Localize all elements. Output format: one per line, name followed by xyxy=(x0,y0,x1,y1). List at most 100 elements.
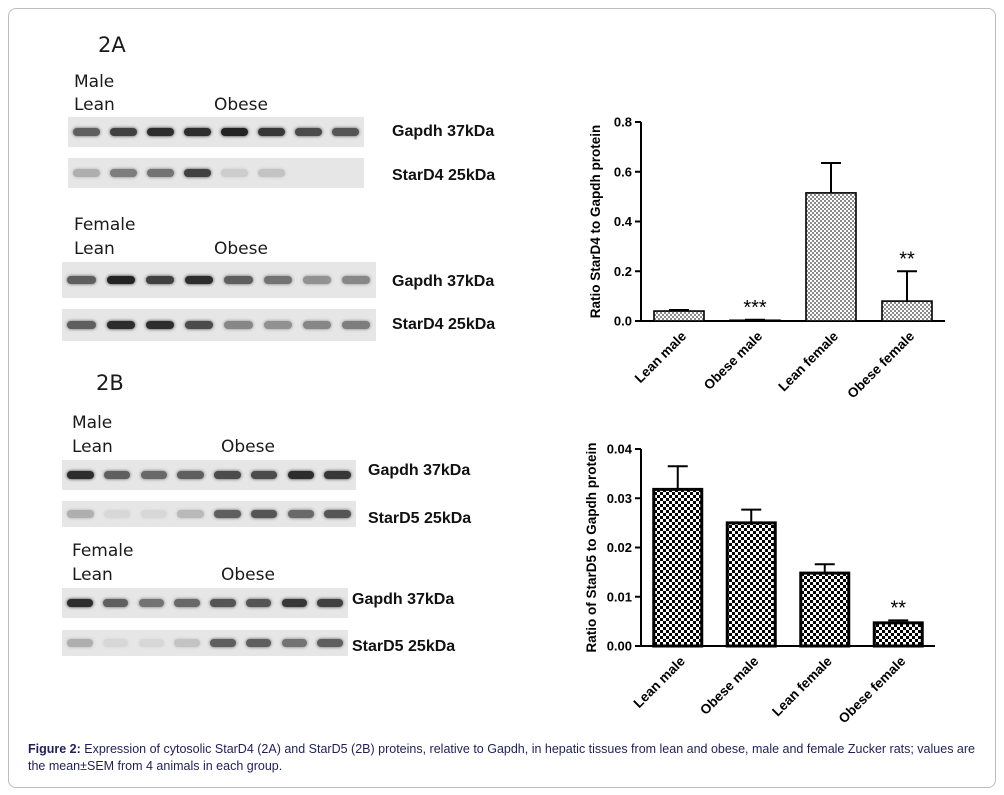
panel-label-2a: 2A xyxy=(98,33,126,57)
stard5-y-tick-label: 0.04 xyxy=(607,442,633,457)
blot-gapdh-female-2b xyxy=(62,588,348,618)
blot-band xyxy=(73,128,100,136)
blot-band xyxy=(102,639,129,647)
blot-band xyxy=(342,321,371,329)
blot-gapdh-female-2a xyxy=(62,262,376,298)
blot-band xyxy=(67,321,96,329)
stard5-bar xyxy=(872,621,924,648)
band-label-stard5-female-2b: StarD5 25kDa xyxy=(352,638,456,655)
blot-band xyxy=(145,276,175,284)
band-label-stard4-female-2a: StarD4 25kDa xyxy=(392,316,496,333)
stard5-y-axis-label: Ratio of StarD5 to Gapdh protein xyxy=(584,442,599,652)
stard5-category-label: Obese male xyxy=(697,653,762,718)
stard4-chart-group: 0.0 0.2 0.4 0.6 0.8 Ratio StarD4 to Gapdh pro… xyxy=(588,115,945,401)
blot-band xyxy=(110,128,137,136)
blot-band xyxy=(263,321,292,329)
caption-prefix: Figure 2: xyxy=(28,742,81,756)
sex-label-male-2b: Male xyxy=(72,413,113,433)
stard5-y-tick-label: 0.01 xyxy=(607,589,632,604)
sex-label-male-2a: Male xyxy=(74,72,115,92)
blot-band xyxy=(287,471,315,479)
blot-band xyxy=(214,510,241,518)
blot-band xyxy=(147,169,174,177)
blot-band xyxy=(138,639,165,647)
blot-gapdh-male-2a xyxy=(68,117,364,147)
group-label-lean-male-2b: Lean xyxy=(72,437,113,457)
blot-band xyxy=(281,639,308,647)
band-label-gapdh-male-2a: Gapdh 37kDa xyxy=(392,123,495,140)
blot-band xyxy=(185,321,214,329)
blot-band xyxy=(174,599,200,607)
blot-stard5-male-2b xyxy=(62,501,356,527)
stard4-y-tick-label: 0.6 xyxy=(614,164,632,179)
blot-band xyxy=(324,471,351,479)
blot-band xyxy=(302,276,332,284)
blot-band xyxy=(110,169,137,177)
stard4-y-tick-label: 0.8 xyxy=(614,115,632,130)
blot-band xyxy=(73,169,100,177)
stard4-bar xyxy=(653,310,705,322)
blot-band xyxy=(140,471,168,479)
blot-band xyxy=(185,276,214,284)
stard4-significance-label: ** xyxy=(899,248,915,270)
caption-text: Expression of cytosolic StarD4 (2A) and … xyxy=(28,742,975,773)
blot-band xyxy=(214,471,241,479)
band-label-gapdh-male-2b: Gapdh 37kDa xyxy=(368,462,471,479)
sex-label-female-2b: Female xyxy=(72,541,134,561)
stard4-category-label: Lean male xyxy=(632,328,690,386)
group-label-obese-female-2a: Obese xyxy=(214,239,268,259)
blot-band xyxy=(145,321,175,329)
blot-band xyxy=(287,510,315,518)
blot-band xyxy=(67,510,94,518)
blot-band xyxy=(224,321,253,329)
blot-band xyxy=(324,510,351,518)
stard4-bar xyxy=(805,192,857,322)
blot-band xyxy=(258,169,285,177)
blot-band xyxy=(138,599,165,607)
blot-band xyxy=(147,128,174,136)
blot-band xyxy=(317,599,343,607)
figure-caption: Figure 2: Expression of cytosolic StarD4… xyxy=(28,741,978,775)
blot-band xyxy=(106,276,135,284)
blot-band xyxy=(67,276,96,284)
blot-band xyxy=(103,510,131,518)
stard4-y-axis-label: Ratio StarD4 to Gapdh protein xyxy=(588,125,603,319)
blot-stard4-male-2a xyxy=(68,158,364,188)
blot-band xyxy=(221,128,248,136)
stard4-category-label: Obese male xyxy=(701,328,766,393)
stard5-category-label: Obese female xyxy=(836,653,909,726)
blot-band xyxy=(224,276,253,284)
blot-stard5-female-2b xyxy=(62,630,348,656)
band-label-gapdh-female-2b: Gapdh 37kDa xyxy=(352,591,455,608)
blot-band xyxy=(210,639,236,647)
band-label-gapdh-female-2a: Gapdh 37kDa xyxy=(392,273,495,290)
stard4-significance-label: *** xyxy=(743,297,767,319)
blot-band xyxy=(106,321,135,329)
blot-band xyxy=(263,276,292,284)
band-label-stard4-male-2a: StarD4 25kDa xyxy=(392,167,496,184)
stard4-y-tick-label: 0.0 xyxy=(614,314,632,329)
band-label-stard5-male-2b: StarD5 25kDa xyxy=(368,510,472,527)
blot-band xyxy=(184,169,211,177)
blot-band xyxy=(281,599,308,607)
stard5-bar xyxy=(725,521,777,648)
stard4-category-label: Lean female xyxy=(775,328,841,394)
blot-band xyxy=(258,128,285,136)
blot-band xyxy=(342,276,371,284)
blot-band xyxy=(250,471,278,479)
blot-band xyxy=(295,128,322,136)
blot-band xyxy=(250,510,278,518)
blot-band xyxy=(184,128,211,136)
group-label-lean-female-2b: Lean xyxy=(72,565,113,585)
blot-band xyxy=(174,639,200,647)
stard4-y-tick-label: 0.2 xyxy=(614,264,632,279)
stard5-bar xyxy=(652,487,704,648)
group-label-obese-male-2b: Obese xyxy=(221,437,275,457)
group-label-lean-male-2a: Lean xyxy=(74,95,115,115)
group-label-lean-female-2a: Lean xyxy=(74,239,115,259)
stard5-y-tick-label: 0.02 xyxy=(607,540,632,555)
stard5-chart-group: 0.00 0.01 0.02 0.03 0.04 Ratio of StarD5 to G… xyxy=(584,442,935,726)
blot-band xyxy=(332,128,359,136)
blot-band xyxy=(221,169,248,177)
